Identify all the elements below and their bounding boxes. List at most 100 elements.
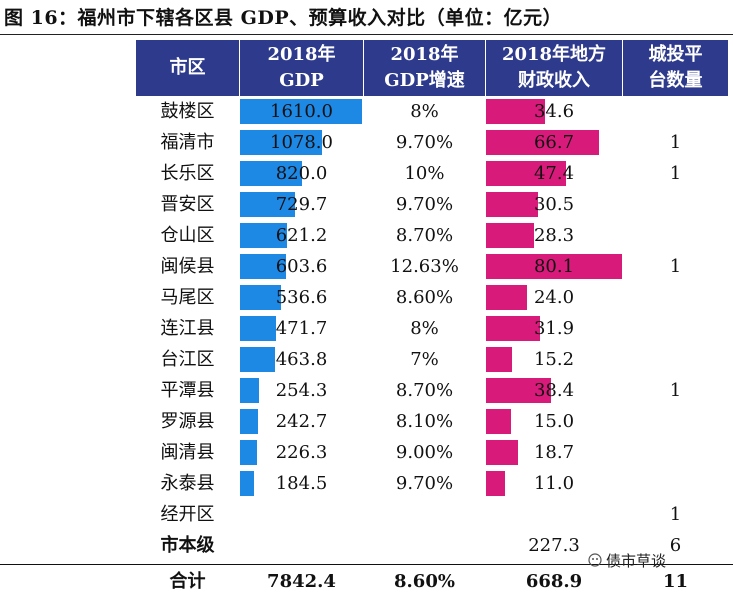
gdp-bar — [240, 409, 258, 434]
fiscal-bar — [486, 223, 534, 248]
fiscal-value: 11.0 — [533, 473, 575, 494]
growth-value: 9.00% — [395, 442, 454, 463]
total-fiscal: 668.9 — [525, 571, 583, 592]
gdp-bar — [240, 378, 259, 403]
gdp-bar — [240, 130, 322, 155]
header-fiscal-line2: 财政收入 — [517, 70, 590, 91]
table-row: 长乐区 820.0 10% 47.4 1 — [0, 158, 733, 189]
district-cell: 仓山区 — [160, 225, 215, 246]
gdp-bar — [240, 192, 295, 217]
growth-value: 10% — [404, 163, 445, 184]
fiscal-value: 28.3 — [533, 225, 575, 246]
growth-value: 8.70% — [395, 380, 454, 401]
platform-count — [623, 96, 728, 127]
total-divider — [0, 564, 733, 565]
table-row: 福清市 1078.0 9.70% 66.7 1 — [0, 127, 733, 158]
platform-count: 1 — [669, 132, 682, 153]
total-growth: 8.60% — [394, 571, 455, 592]
fiscal-bar — [486, 99, 545, 124]
platform-count — [623, 282, 728, 313]
district-cell: 连江县 — [160, 318, 215, 339]
district-cell: 经开区 — [160, 504, 215, 525]
fiscal-value: 34.6 — [533, 101, 575, 122]
growth-value: 8.70% — [395, 225, 454, 246]
header-growth-line1: 2018年 — [390, 44, 459, 65]
gdp-bar — [240, 254, 286, 279]
header-fiscal: 2018年地方 财政收入 — [486, 40, 622, 96]
growth-value — [364, 530, 485, 561]
growth-value: 9.70% — [395, 473, 454, 494]
platform-count: 1 — [669, 163, 682, 184]
table-row: 永泰县 184.5 9.70% 11.0 — [0, 468, 733, 499]
growth-value: 8.10% — [395, 411, 454, 432]
gdp-value: 603.6 — [275, 256, 328, 277]
total-label: 合计 — [169, 571, 206, 592]
fiscal-value: 24.0 — [533, 287, 575, 308]
gdp-bar — [240, 161, 302, 186]
fiscal-bar — [486, 378, 551, 403]
district-cell: 晋安区 — [160, 194, 215, 215]
growth-value: 8% — [410, 318, 439, 339]
table-row: 鼓楼区 1610.0 8% 34.6 — [0, 96, 733, 127]
gdp-bar — [240, 471, 254, 496]
table-row: 经开区 1 — [0, 499, 733, 530]
platform-count — [623, 220, 728, 251]
gdp-value: 226.3 — [275, 442, 328, 463]
gdp-value: 471.7 — [275, 318, 328, 339]
gdp-bar — [240, 440, 257, 465]
gdp-value: 621.2 — [275, 225, 328, 246]
fiscal-value: 18.7 — [533, 442, 575, 463]
gdp-value: 242.7 — [275, 411, 328, 432]
fiscal-bar — [486, 161, 566, 186]
platform-count — [623, 468, 728, 499]
fiscal-value: 80.1 — [533, 256, 575, 277]
gdp-bar — [240, 99, 362, 124]
gdp-value: 1610.0 — [270, 101, 333, 122]
header-platforms: 城投平 台数量 — [623, 40, 728, 96]
growth-value: 7% — [410, 349, 439, 370]
gdp-value — [240, 499, 363, 530]
fiscal-value: 66.7 — [533, 132, 575, 153]
header-platforms-line2: 台数量 — [648, 70, 703, 91]
gdp-bar — [240, 347, 275, 372]
gdp-value: 729.7 — [275, 194, 328, 215]
district-cell: 鼓楼区 — [160, 101, 215, 122]
fiscal-bar — [486, 285, 527, 310]
district-cell: 平潭县 — [160, 380, 215, 401]
header-platforms-line1: 城投平 — [648, 44, 703, 65]
table-row: 闽清县 226.3 9.00% 18.7 — [0, 437, 733, 468]
fiscal-value: 47.4 — [533, 163, 575, 184]
table-row: 闽侯县 603.6 12.63% 80.1 1 — [0, 251, 733, 282]
table-row: 马尾区 536.6 8.60% 24.0 — [0, 282, 733, 313]
fiscal-bar — [486, 347, 512, 372]
gdp-value: 254.3 — [275, 380, 328, 401]
gdp-value: 463.8 — [275, 349, 328, 370]
fiscal-value: 227.3 — [528, 535, 580, 556]
fiscal-bar — [486, 409, 511, 434]
platform-count — [623, 313, 728, 344]
wechat-icon — [588, 553, 602, 567]
header-gdp-line1: 2018年 — [267, 44, 336, 65]
table-row: 平潭县 254.3 8.70% 38.4 1 — [0, 375, 733, 406]
fiscal-value: 15.0 — [533, 411, 575, 432]
platform-count — [623, 344, 728, 375]
growth-value: 12.63% — [390, 256, 459, 277]
gdp-bar — [240, 316, 276, 341]
fiscal-bar — [486, 254, 622, 279]
gdp-value: 536.6 — [275, 287, 328, 308]
platform-count: 6 — [669, 535, 682, 556]
fiscal-bar — [486, 471, 505, 496]
header-growth-line2: GDP增速 — [384, 70, 465, 91]
platform-count: 1 — [669, 256, 682, 277]
fiscal-bar — [486, 130, 599, 155]
header-gdp-line2: GDP — [279, 70, 324, 91]
fiscal-value: 38.4 — [533, 380, 575, 401]
district-cell: 罗源县 — [160, 411, 215, 432]
growth-value: 9.70% — [395, 132, 454, 153]
platform-count: 1 — [669, 504, 682, 525]
district-cell: 闽清县 — [160, 442, 215, 463]
header-growth: 2018年 GDP增速 — [364, 40, 485, 96]
platform-count — [623, 437, 728, 468]
fiscal-bar — [486, 440, 518, 465]
table-row: 仓山区 621.2 8.70% 28.3 — [0, 220, 733, 251]
